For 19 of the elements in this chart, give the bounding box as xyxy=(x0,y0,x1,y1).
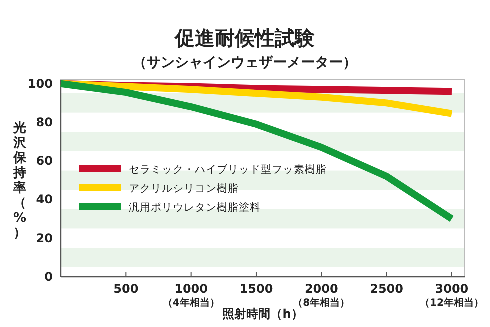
x-tick-label: 1000 （4年相当） xyxy=(162,282,220,309)
y-tick-label: 0 xyxy=(44,270,53,284)
chart-subtitle: （サンシャインウェザーメーター） xyxy=(133,55,357,71)
x-tick-label: 3000 （12年相当） xyxy=(420,282,484,309)
x-tick-label: 2000 （8年相当） xyxy=(293,282,350,309)
legend-label: セラミック・ハイブリッド型フッ素樹脂 xyxy=(129,163,327,176)
x-tick-label: 1500 xyxy=(240,282,274,296)
x-tick-label: 500 xyxy=(114,282,139,296)
y-tick-label: 100 xyxy=(28,76,53,91)
chart-title: 促進耐候性試験 xyxy=(174,26,316,50)
y-tick-label: 20 xyxy=(36,231,53,246)
y-tick-label: 80 xyxy=(36,115,53,130)
y-tick-label: 40 xyxy=(36,192,53,207)
y-axis-title: 光沢保持率（%） xyxy=(12,121,28,241)
x-tick-label: 2500 xyxy=(370,282,404,296)
x-axis-title: 照射時間（h） xyxy=(222,307,304,321)
y-tick-label: 60 xyxy=(36,154,53,168)
legend-label: 汎用ポリウレタン樹脂塗料 xyxy=(129,201,261,214)
legend-label: アクリルシリコン樹脂 xyxy=(129,182,239,195)
